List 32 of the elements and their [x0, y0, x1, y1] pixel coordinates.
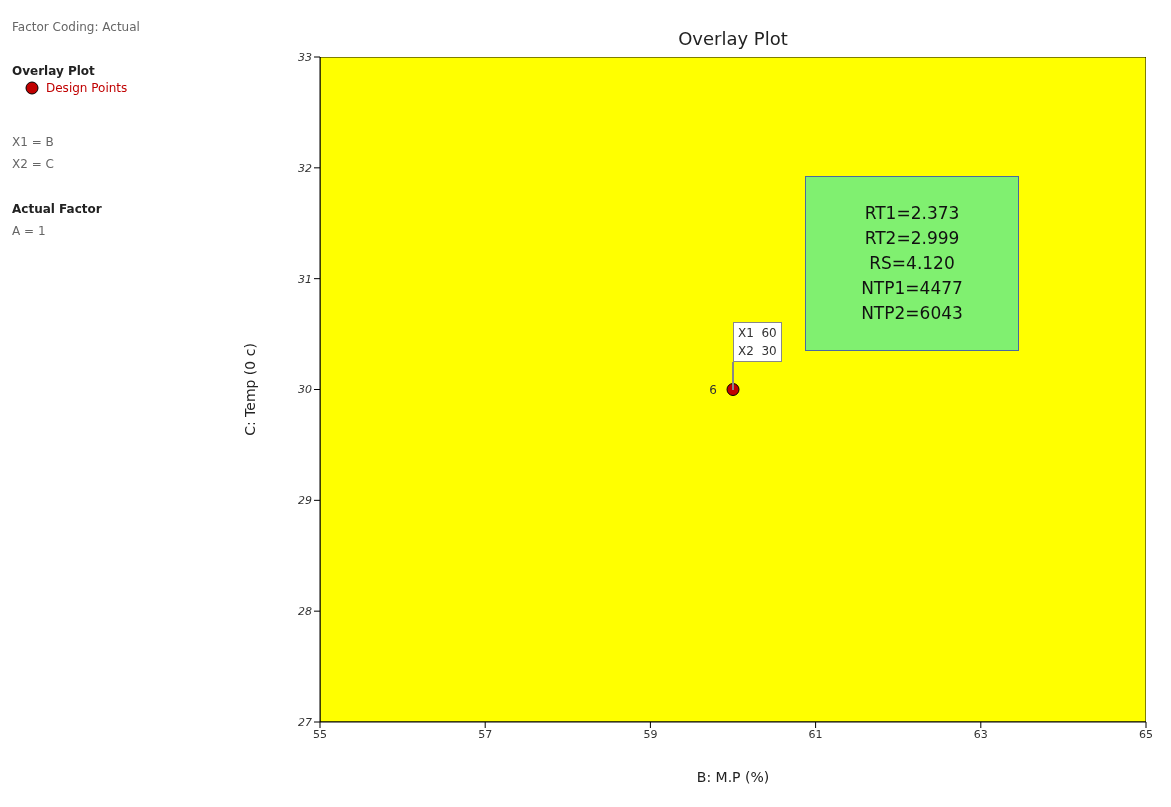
x-tick-label: 57: [478, 727, 493, 741]
annotation: 6: [709, 382, 717, 397]
text: X2 = C: [12, 156, 54, 173]
y-tick-label: 27: [298, 715, 312, 729]
annotation: X1 60: [738, 324, 777, 342]
y-tick-label: 31: [298, 272, 312, 286]
y-tick-label: 30: [298, 383, 312, 397]
y-tick-label: 32: [298, 161, 312, 175]
text: X1 = B: [12, 134, 54, 151]
annotation: RT2=2.999: [864, 227, 960, 250]
legend-label: Design Points: [46, 81, 128, 95]
text: Factor Coding: Actual: [12, 20, 140, 34]
x-tick-label: 61: [808, 727, 823, 741]
y-tick-label: 33: [298, 50, 312, 64]
annotation: RS=4.120: [869, 252, 955, 275]
x-tick-label: 55: [313, 727, 327, 741]
y-tick-label: 28: [298, 605, 312, 619]
x-tick-label: 59: [643, 727, 658, 741]
annotation: NTP1=4477: [861, 277, 963, 300]
legend-title: Overlay Plot: [12, 64, 96, 78]
y-tick-label: 29: [298, 494, 312, 508]
x-tick-label: 65: [1139, 727, 1153, 741]
text: A = 1: [12, 223, 47, 240]
y-axis-title: C: Temp (0 c): [241, 343, 258, 436]
text: Actual Factor: [12, 201, 102, 218]
annotation: NTP2=6043: [861, 302, 963, 325]
x-tick-label: 63: [973, 727, 988, 741]
callout-box: X1 60 X2 30: [733, 321, 782, 362]
x-axis-title: B: M.P (%): [696, 769, 770, 785]
chart-title: Overlay Plot: [677, 28, 789, 49]
annotation: RT1=2.373: [864, 202, 960, 225]
annotation: X2 30: [738, 342, 777, 360]
